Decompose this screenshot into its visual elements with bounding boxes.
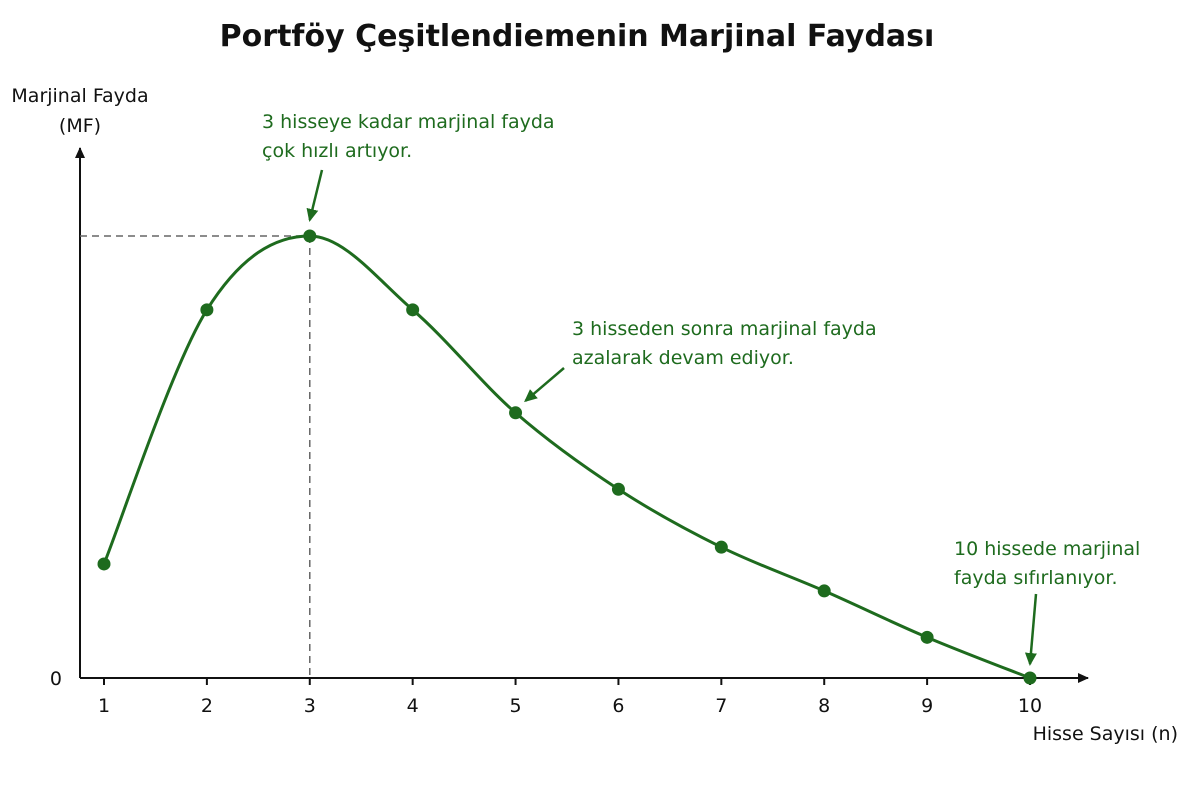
chart-title: Portföy Çeşitlendiemenin Marjinal Faydas… <box>220 19 935 54</box>
data-point-2 <box>200 303 214 317</box>
y-axis-label-line2: (MF) <box>59 115 101 137</box>
x-tick-label-7: 7 <box>715 695 727 717</box>
x-tick-label-5: 5 <box>510 695 522 717</box>
x-tick-label-2: 2 <box>201 695 213 717</box>
x-tick-label-3: 3 <box>304 695 316 717</box>
data-point-5 <box>509 406 523 420</box>
y-zero-tick-label: 0 <box>50 668 62 690</box>
annotation-2-line-2: azalarak devam ediyor. <box>572 347 794 369</box>
annotation-2-arrow <box>524 367 565 403</box>
data-point-8 <box>817 584 831 598</box>
annotation-3-line-2: fayda sıfırlanıyor. <box>954 567 1118 589</box>
x-tick-label-4: 4 <box>407 695 419 717</box>
data-point-7 <box>714 540 728 554</box>
data-point-4 <box>406 303 420 317</box>
annotation-1-line-2: çok hızlı artıyor. <box>262 140 412 162</box>
marginal-utility-curve <box>102 234 1031 680</box>
x-tick-label-1: 1 <box>98 695 110 717</box>
data-point-3 <box>303 229 317 243</box>
y-axis-label-line1: Marjinal Fayda <box>11 85 148 107</box>
x-tick-label-10: 10 <box>1018 695 1042 717</box>
annotation-1-line-1: 3 hisseye kadar marjinal fayda <box>262 111 555 133</box>
data-point-10 <box>1023 671 1037 685</box>
x-tick-label-9: 9 <box>921 695 933 717</box>
data-point-9 <box>920 630 934 644</box>
x-tick-label-6: 6 <box>612 695 624 717</box>
annotation-3-line-1: 10 hissede marjinal <box>954 538 1140 560</box>
data-point-6 <box>611 482 625 496</box>
x-axis-label: Hisse Sayısı (n) <box>1033 723 1178 745</box>
annotation-2-line-1: 3 hisseden sonra marjinal fayda <box>572 318 877 340</box>
annotation-3-arrow <box>1024 593 1038 666</box>
annotation-1-arrow <box>306 169 324 222</box>
data-point-1 <box>97 557 111 571</box>
x-tick-label-8: 8 <box>818 695 830 717</box>
